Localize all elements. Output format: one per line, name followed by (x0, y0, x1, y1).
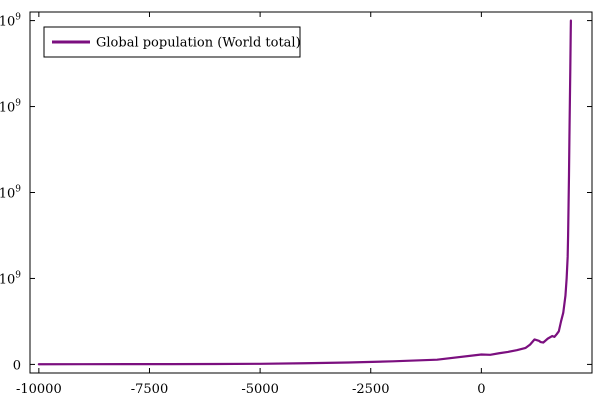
y-tick-label: 2×109 (0, 270, 21, 287)
x-tick-label: 0 (477, 382, 485, 397)
x-tick-label: -10000 (16, 382, 62, 397)
plot-frame (29, 11, 593, 374)
series-line (37, 19, 572, 366)
legend: Global population (World total) (43, 26, 301, 58)
series-layer (37, 19, 572, 366)
y-axis: 0 2×109 4×109 6×109 8×109 (0, 13, 592, 373)
y-tick-label: 6×109 (0, 99, 21, 116)
x-axis: -10000 -7500 -5000 -2500 0 (16, 12, 486, 397)
y-tick-label: 4×109 (0, 185, 21, 202)
legend-label: Global population (World total) (96, 36, 301, 51)
x-tick-label: -2500 (352, 382, 389, 397)
x-tick-label: -5000 (241, 382, 278, 397)
x-tick-label: -7500 (131, 382, 168, 397)
y-tick-label: 0 (13, 358, 21, 373)
y-tick-label: 8×109 (0, 13, 21, 30)
